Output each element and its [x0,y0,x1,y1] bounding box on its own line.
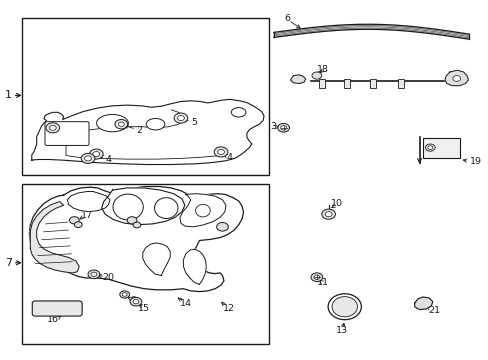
Circle shape [311,72,321,79]
Text: 2: 2 [136,126,142,135]
Circle shape [321,209,335,219]
Circle shape [46,123,60,133]
Circle shape [93,152,100,157]
Bar [22,18,268,175]
Circle shape [310,273,322,282]
Text: 12: 12 [223,305,234,313]
Text: 19: 19 [469,157,482,166]
Circle shape [122,293,127,296]
Circle shape [115,120,127,129]
Polygon shape [102,188,184,225]
Circle shape [49,125,56,130]
Text: 21: 21 [427,306,439,315]
Text: 13: 13 [336,326,347,335]
Ellipse shape [113,194,143,220]
Circle shape [313,275,319,279]
Text: 5: 5 [191,118,197,127]
Circle shape [217,149,224,154]
Text: 4: 4 [105,155,111,164]
Ellipse shape [154,198,178,219]
Polygon shape [273,24,468,39]
Circle shape [277,123,289,132]
Circle shape [177,116,184,121]
Text: 18: 18 [316,65,328,74]
Text: 9: 9 [130,296,136,305]
Bar [22,184,268,344]
Text: 16: 16 [47,315,59,324]
Polygon shape [142,243,170,275]
Ellipse shape [146,118,164,130]
Circle shape [118,122,124,126]
Polygon shape [30,202,79,273]
FancyBboxPatch shape [422,138,459,158]
Text: 7: 7 [5,258,12,268]
Circle shape [425,144,434,151]
Text: 4: 4 [226,153,232,162]
Polygon shape [183,249,206,284]
Bar [344,79,349,88]
Circle shape [214,147,227,157]
Circle shape [91,272,97,276]
Circle shape [174,113,187,123]
Circle shape [280,126,286,130]
Circle shape [127,217,137,224]
Ellipse shape [231,108,245,117]
Circle shape [427,146,432,149]
Text: 11: 11 [316,278,328,287]
Circle shape [133,300,139,304]
Bar [397,79,403,88]
Ellipse shape [195,204,210,217]
Polygon shape [444,70,468,86]
Polygon shape [32,99,264,165]
Text: 5: 5 [47,129,53,138]
Circle shape [120,291,129,298]
Circle shape [89,149,103,159]
FancyBboxPatch shape [45,122,89,145]
Text: 15: 15 [138,305,150,313]
Polygon shape [180,194,225,227]
Circle shape [325,212,331,217]
Polygon shape [29,186,243,292]
FancyBboxPatch shape [32,301,82,316]
Text: 3: 3 [269,122,275,131]
Circle shape [81,153,95,163]
Ellipse shape [97,114,128,132]
Circle shape [452,76,460,81]
Polygon shape [290,75,305,84]
Bar [369,79,375,88]
Circle shape [130,297,142,306]
Text: 20: 20 [102,274,114,282]
Circle shape [74,222,82,228]
Text: 1: 1 [5,90,12,100]
Polygon shape [67,192,110,212]
Ellipse shape [327,294,361,320]
Circle shape [133,222,141,228]
Ellipse shape [331,297,357,317]
Text: 6: 6 [284,14,290,23]
Circle shape [88,270,100,279]
Text: 8: 8 [144,211,150,220]
Polygon shape [414,297,432,310]
Text: 10: 10 [331,199,343,208]
Text: 17: 17 [81,211,93,220]
Bar [318,79,324,88]
Circle shape [216,222,228,231]
Text: 14: 14 [180,299,191,307]
Circle shape [69,217,79,224]
Circle shape [84,156,91,161]
